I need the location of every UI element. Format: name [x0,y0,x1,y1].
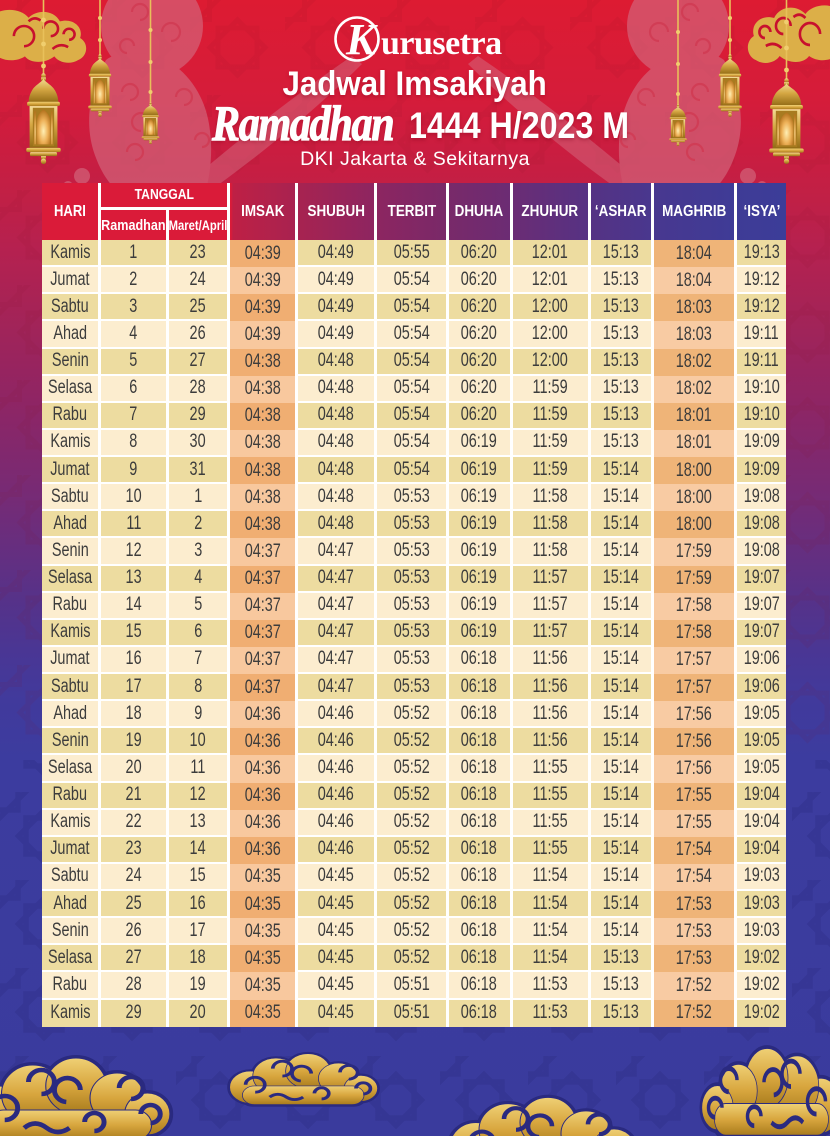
svg-text:K: K [345,15,378,64]
svg-text:urusetra: urusetra [381,25,502,62]
